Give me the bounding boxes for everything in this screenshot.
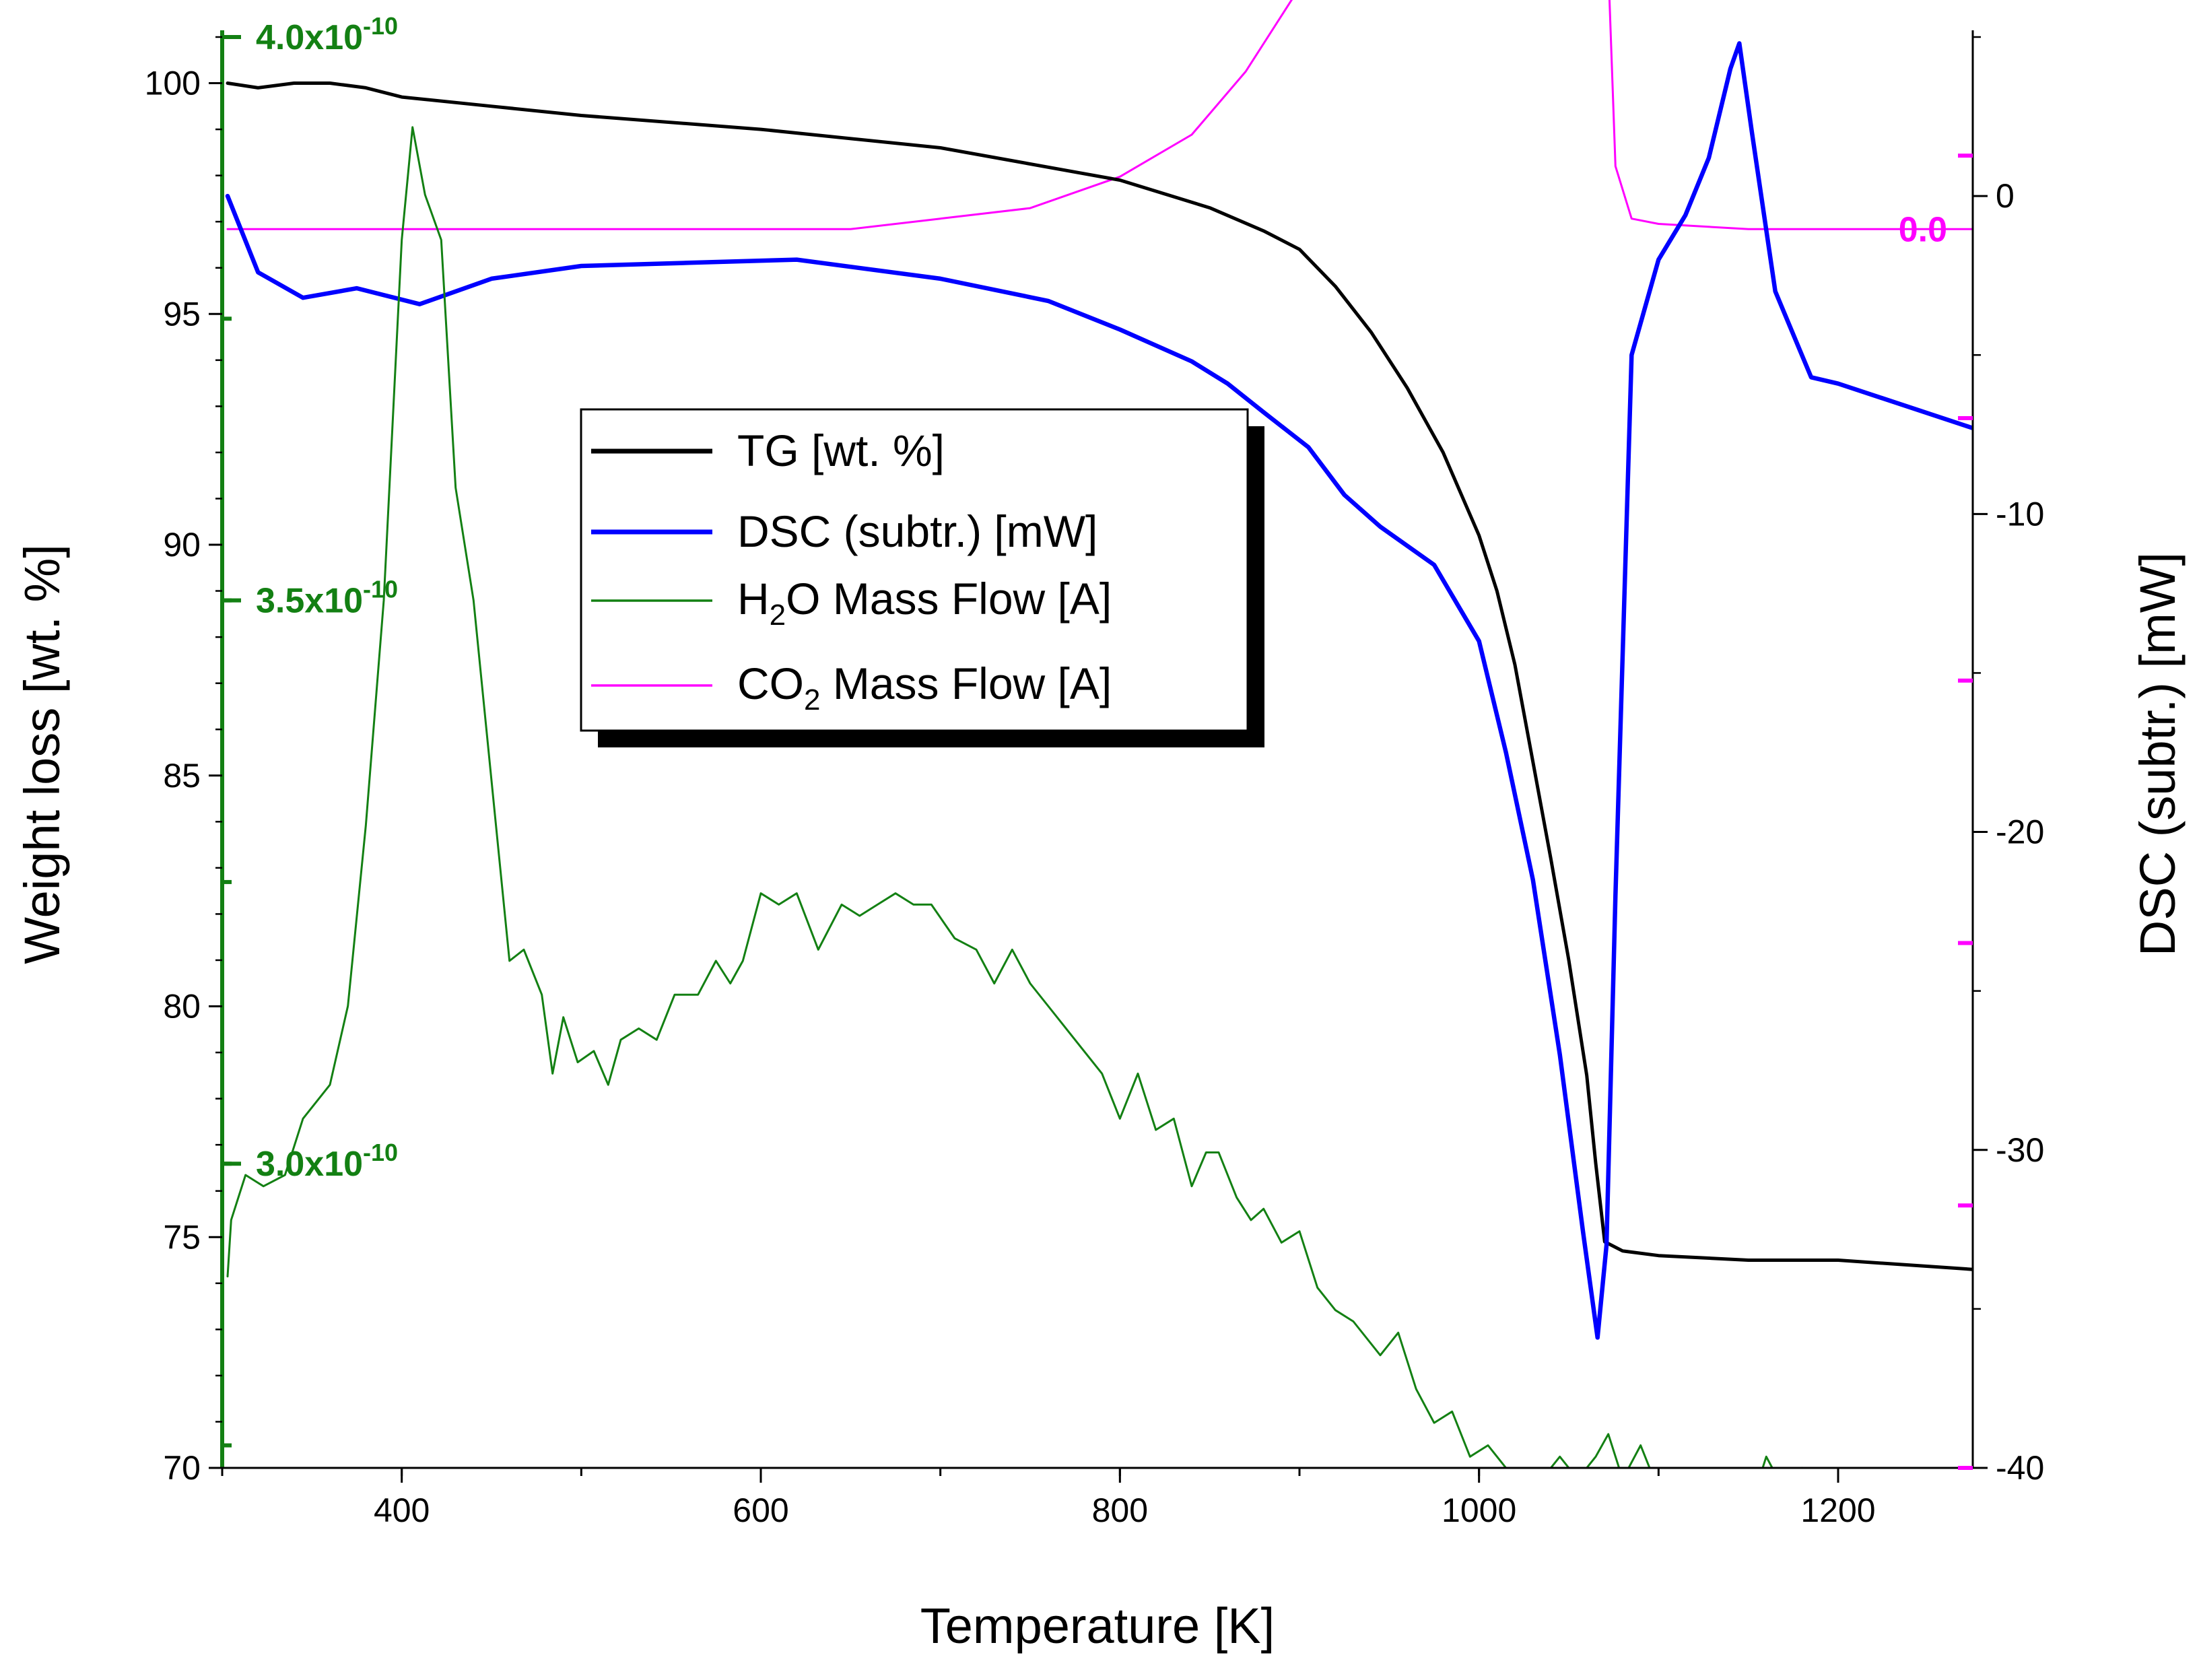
- series-line-right: [225, 41, 1973, 1340]
- x-axis-title: Temperature [K]: [920, 1598, 1275, 1654]
- green-tick-label: 3.5x10-10: [256, 576, 398, 621]
- legend-entry-h2o: H2O Mass Flow [A]: [591, 574, 1112, 632]
- magenta-tick-label: 0.0: [1899, 210, 1947, 249]
- series-line-green: [226, 126, 1973, 1468]
- left-tick-label-80: 80: [163, 988, 201, 1026]
- right-axis-title: DSC (subtr.) [mW]: [2130, 552, 2186, 956]
- x-tick-label-1000: 1000: [1442, 1491, 1516, 1529]
- series-layer: [225, 0, 1973, 1468]
- x-tick-label-800: 800: [1092, 1491, 1148, 1529]
- green-tick-label: 4.0x10-10: [256, 12, 398, 57]
- series-line-magenta: [226, 0, 1973, 230]
- left-tick-label-70: 70: [163, 1449, 201, 1487]
- axes-layer: 400 600 800 1000 1200 70 75 80 85 90 95 100 -40 -30 -2…: [145, 12, 2045, 1529]
- left-tick-label-100: 100: [145, 65, 201, 102]
- x-tick-label-600: 600: [733, 1491, 788, 1529]
- legend-entry-dsc: DSC (subtr.) [mW]: [591, 506, 1097, 556]
- legend-box: [580, 408, 1249, 732]
- left-tick-label-85: 85: [163, 757, 201, 795]
- legend-label-h2o: H2O Mass Flow [A]: [737, 574, 1112, 632]
- left-tick-label-95: 95: [163, 295, 201, 333]
- series-line-left: [226, 81, 1973, 1271]
- legend-entry-tg: TG [wt. %]: [591, 426, 945, 475]
- left-tick-label-75: 75: [163, 1218, 201, 1256]
- legend-label-co2: CO2 Mass Flow [A]: [737, 659, 1112, 716]
- right-tick-label-0: 0: [1996, 177, 2015, 215]
- legend-label-dsc: DSC (subtr.) [mW]: [737, 506, 1097, 556]
- right-tick-label--20: -20: [1996, 813, 2044, 851]
- legend-label-tg: TG [wt. %]: [737, 426, 945, 475]
- x-tick-label-1200: 1200: [1800, 1491, 1875, 1529]
- green-tick-label: 3.0x10-10: [256, 1139, 398, 1184]
- right-tick-label--40: -40: [1996, 1449, 2044, 1487]
- left-axis-title: Weight loss [wt. %]: [14, 544, 70, 964]
- legend-entry-co2: CO2 Mass Flow [A]: [591, 659, 1112, 716]
- x-tick-label-400: 400: [374, 1491, 430, 1529]
- legend: TG [wt. %] DSC (subtr.) [mW] H2O Mass Fl…: [580, 408, 1264, 747]
- right-tick-label--10: -10: [1996, 495, 2044, 533]
- left-tick-label-90: 90: [163, 526, 201, 564]
- right-tick-label--30: -30: [1996, 1131, 2044, 1169]
